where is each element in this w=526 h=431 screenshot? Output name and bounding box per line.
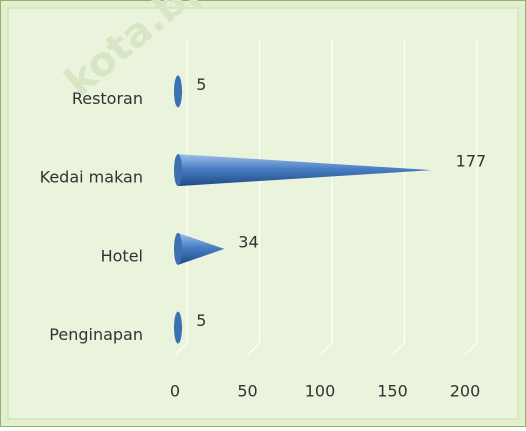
x-tick-label: 150 [377, 382, 408, 401]
x-tick-label: 200 [450, 382, 481, 401]
grid-line [392, 342, 405, 356]
plot-area [7, 7, 519, 420]
bar-base [174, 75, 182, 108]
x-tick-label: 100 [305, 382, 336, 401]
data-label: 34 [238, 232, 258, 251]
data-label: 177 [456, 152, 487, 171]
x-tick-label: 50 [237, 382, 257, 401]
data-label: 5 [196, 311, 206, 330]
y-tick-label: Hotel [101, 246, 143, 265]
y-tick-label: Penginapan [49, 325, 143, 344]
bar-base [174, 311, 182, 344]
grid-line [174, 342, 188, 356]
y-tick-label: Restoran [72, 89, 143, 108]
y-tick-label: Kedai makan [40, 168, 143, 187]
grid-line [319, 342, 333, 356]
grid-line [464, 342, 478, 356]
x-tick-label: 0 [170, 382, 180, 401]
bar-base [174, 232, 182, 265]
data-label: 5 [196, 75, 206, 94]
grid-line [247, 342, 260, 356]
bar [178, 232, 225, 265]
bar [178, 154, 432, 187]
bar-base [174, 154, 182, 187]
